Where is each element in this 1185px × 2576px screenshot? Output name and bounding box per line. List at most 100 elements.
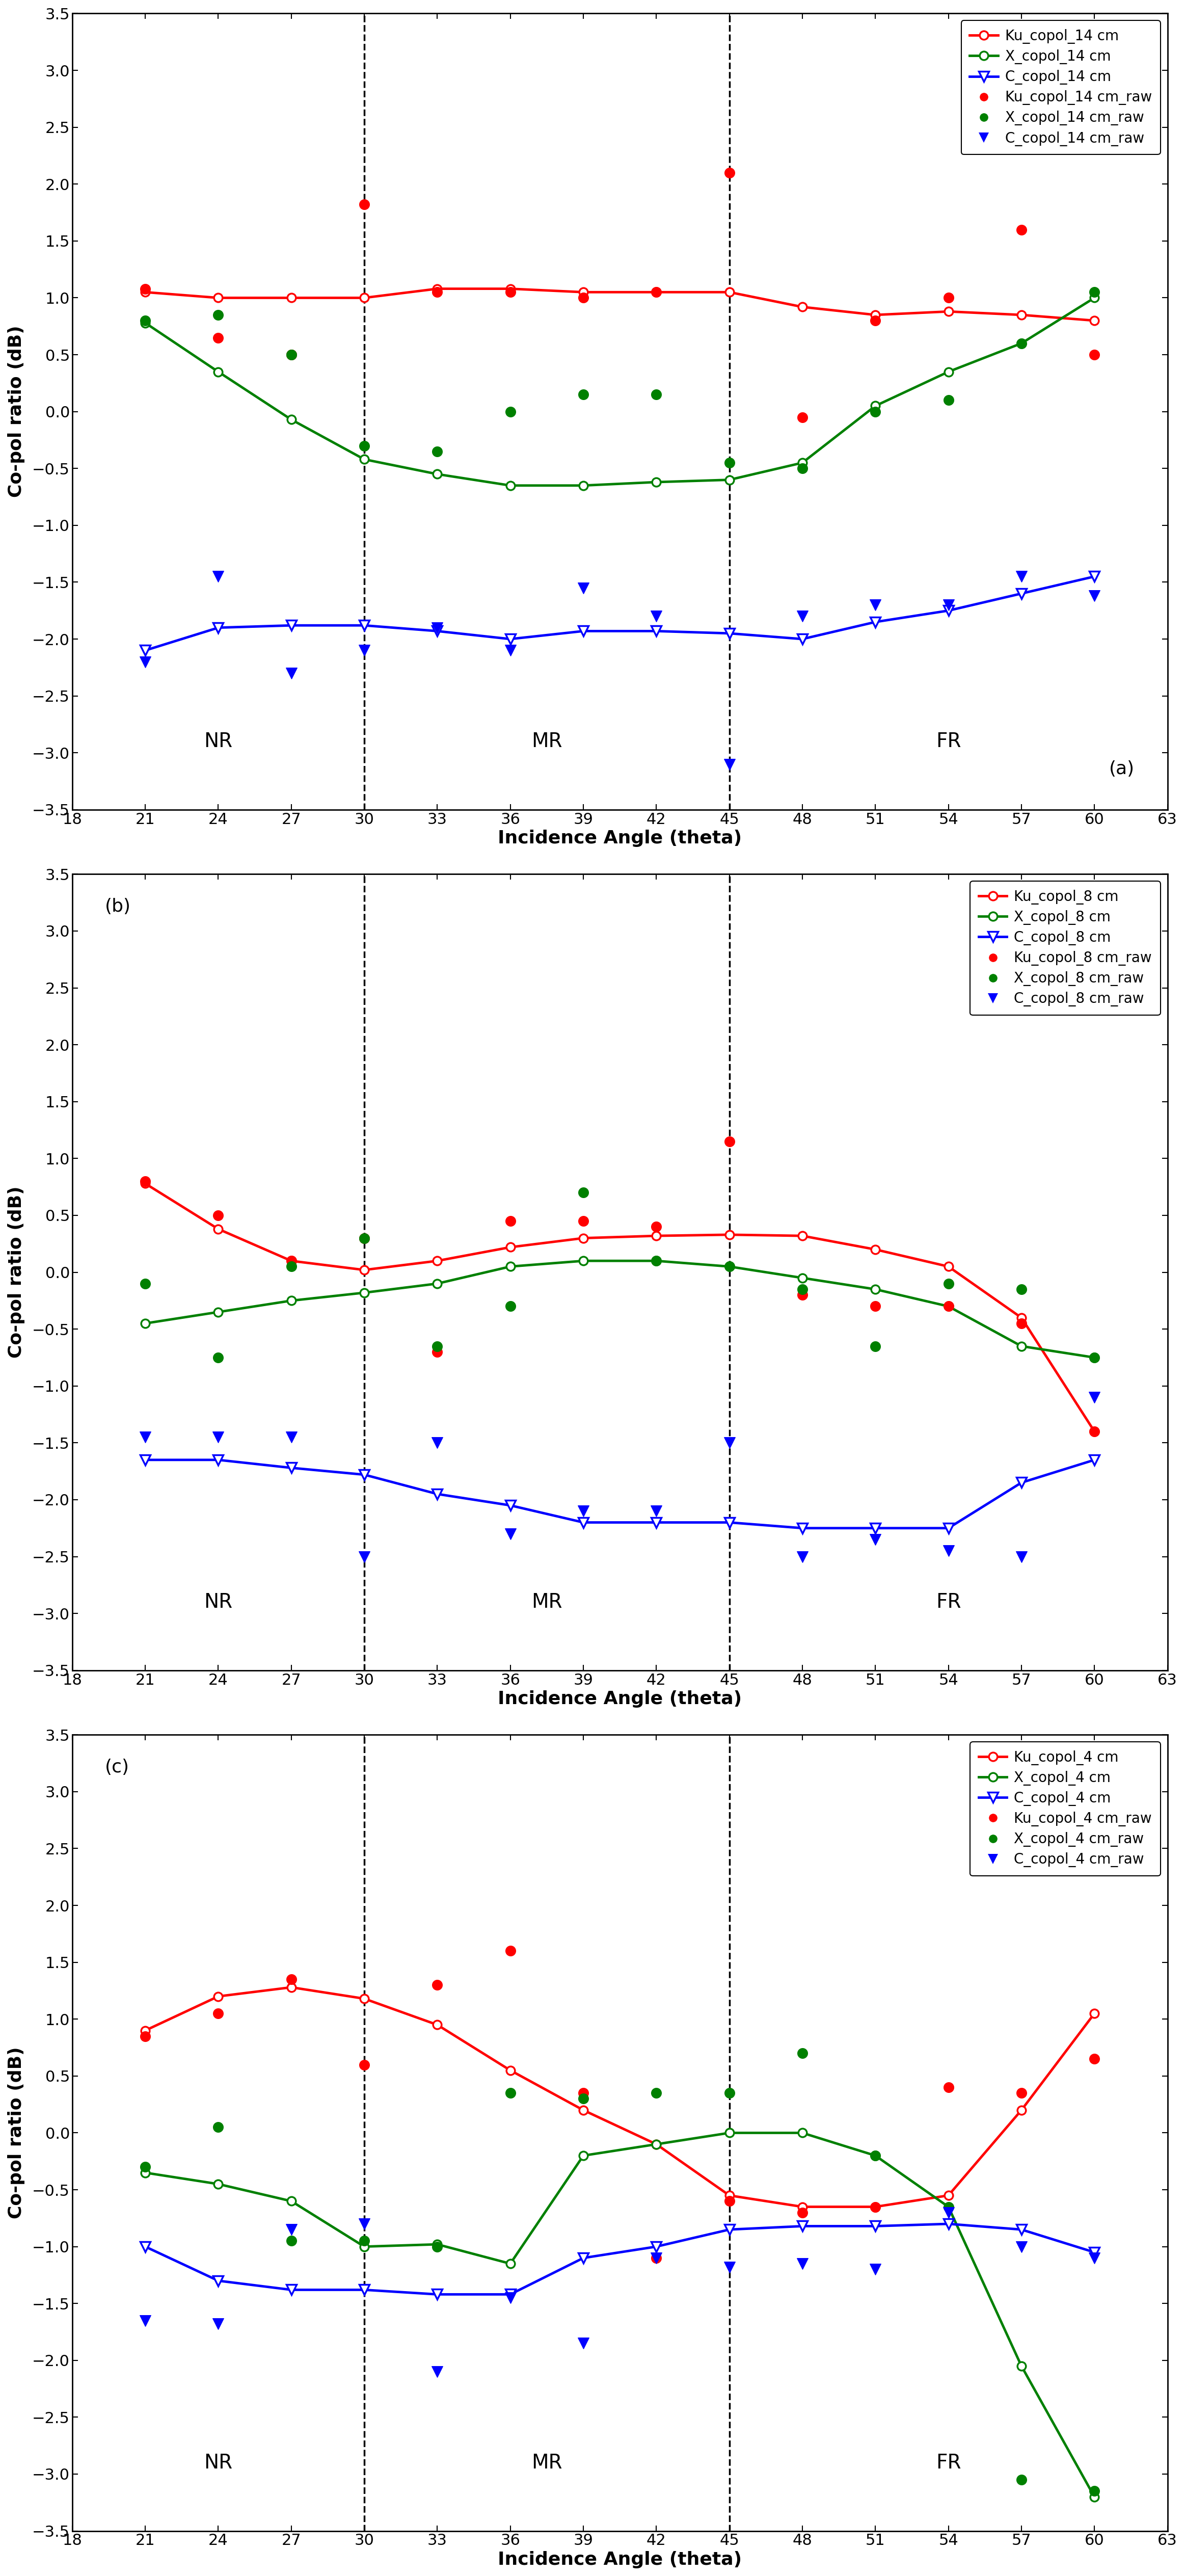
Point (136, 299, 155, 340)
Point (647, 2239, 666, 2280)
Point (574, 374, 592, 415)
Point (428, 430, 447, 471)
Point (1085, 1376, 1104, 1417)
Point (647, 1206, 666, 1247)
Point (939, 585, 957, 626)
Point (793, 1535, 812, 1577)
Point (793, 397, 812, 438)
Point (1085, 2239, 1104, 2280)
Point (209, 2107, 228, 2148)
Y-axis label: Co-pol ratio (dB): Co-pol ratio (dB) (7, 2048, 25, 2218)
Point (1085, 2038, 1104, 2079)
Point (574, 1492, 592, 1533)
Text: FR: FR (936, 732, 961, 752)
Point (428, 1422, 447, 1463)
Point (209, 317, 228, 358)
Point (866, 2187, 885, 2228)
Point (282, 1239, 301, 1280)
Point (574, 1172, 592, 1213)
Point (136, 1162, 155, 1203)
Point (1085, 1337, 1104, 1378)
Point (719, 2246, 738, 2287)
Text: (b): (b) (105, 899, 132, 914)
Point (282, 335, 301, 376)
Point (136, 268, 155, 309)
Text: FR: FR (936, 1592, 961, 1613)
Point (136, 1262, 155, 1303)
Point (354, 2202, 373, 2244)
Legend: Ku_copol_14 cm, X_copol_14 cm, C_copol_14 cm, Ku_copol_14 cm_raw, X_copol_14 cm_: Ku_copol_14 cm, X_copol_14 cm, C_copol_1… (961, 21, 1160, 155)
Text: NR: NR (204, 732, 232, 752)
Point (719, 2179, 738, 2221)
Point (574, 2324, 592, 2365)
Point (354, 425, 373, 466)
Point (793, 2032, 812, 2074)
Point (209, 1195, 228, 1236)
Point (866, 1285, 885, 1327)
Point (793, 448, 812, 489)
Text: MR: MR (531, 2452, 562, 2473)
Point (939, 1285, 957, 1327)
Point (282, 1247, 301, 1288)
Point (209, 2303, 228, 2344)
Point (719, 443, 738, 484)
Point (939, 1262, 957, 1303)
Point (1012, 1267, 1031, 1309)
Point (574, 1200, 592, 1242)
Point (501, 270, 520, 312)
Point (209, 1417, 228, 1458)
Point (719, 744, 738, 786)
Point (354, 629, 373, 670)
Point (719, 2074, 738, 2115)
Point (1012, 2226, 1031, 2267)
Point (647, 2074, 666, 2115)
Point (793, 595, 812, 636)
Point (1012, 2460, 1031, 2501)
Point (1012, 1535, 1031, 1577)
Point (136, 2300, 155, 2342)
Point (939, 1530, 957, 1571)
Point (939, 2192, 957, 2233)
Point (719, 1121, 738, 1162)
Point (428, 2226, 447, 2267)
Point (136, 2014, 155, 2056)
Point (866, 2249, 885, 2290)
Point (501, 1929, 520, 1971)
Point (282, 2210, 301, 2251)
Point (866, 299, 885, 340)
Point (574, 2074, 592, 2115)
Text: NR: NR (204, 1592, 232, 1613)
Point (354, 183, 373, 224)
X-axis label: Incidence Angle (theta): Incidence Angle (theta) (498, 2550, 742, 2568)
Point (354, 1218, 373, 1260)
Point (501, 392, 520, 433)
Text: NR: NR (204, 2452, 232, 2473)
Point (209, 1994, 228, 2035)
Legend: Ku_copol_8 cm, X_copol_8 cm, C_copol_8 cm, Ku_copol_8 cm_raw, X_copol_8 cm_raw, : Ku_copol_8 cm, X_copol_8 cm, C_copol_8 c… (971, 881, 1160, 1015)
Point (501, 2277, 520, 2318)
Point (793, 1275, 812, 1316)
Point (428, 2352, 447, 2393)
Point (719, 152, 738, 193)
Point (209, 1337, 228, 1378)
Point (354, 1535, 373, 1577)
Point (866, 2136, 885, 2177)
Point (501, 2074, 520, 2115)
Point (282, 335, 301, 376)
Point (1012, 2074, 1031, 2115)
Point (209, 556, 228, 598)
Point (501, 1285, 520, 1327)
Point (428, 1965, 447, 2007)
Point (647, 270, 666, 312)
Point (647, 1492, 666, 1533)
Point (647, 1239, 666, 1280)
Point (866, 1327, 885, 1368)
Point (136, 2146, 155, 2187)
Point (793, 2192, 812, 2233)
Point (428, 1327, 447, 1368)
Point (939, 379, 957, 420)
X-axis label: Incidence Angle (theta): Incidence Angle (theta) (498, 829, 742, 848)
Point (793, 1267, 812, 1309)
Text: (c): (c) (105, 1759, 129, 1775)
Point (574, 2079, 592, 2120)
